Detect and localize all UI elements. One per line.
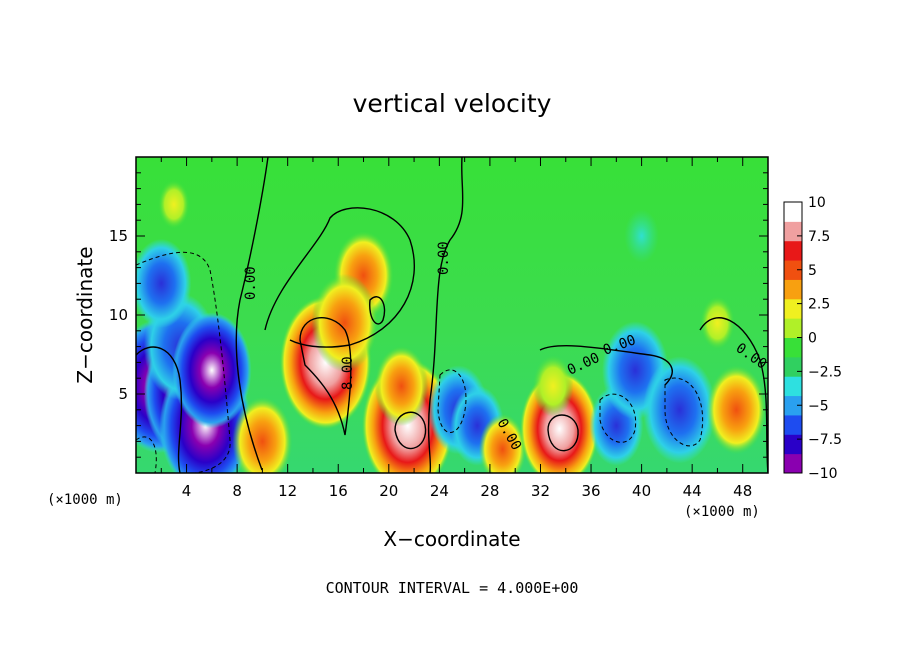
colorbar-swatch xyxy=(784,240,802,261)
x-unit-left: (×1000 m) xyxy=(47,492,123,508)
colorbar-swatch xyxy=(784,453,802,474)
y-tick-label: 15 xyxy=(109,227,128,245)
colorbar-tick-label: −2.5 xyxy=(808,364,842,380)
y-tick-label: 10 xyxy=(109,306,128,324)
x-unit-right: (×1000 m) xyxy=(684,504,760,520)
contour-lines-negative xyxy=(136,251,704,473)
x-tick-label: 48 xyxy=(733,482,752,500)
x-tick-label: 16 xyxy=(329,482,348,500)
contour-label: 8.00 xyxy=(340,356,356,390)
y-axis-ticks: 5 10 15 xyxy=(109,172,768,458)
colorbar-swatch xyxy=(784,395,802,416)
contour-negative-line xyxy=(136,436,157,473)
colorbar-tick-label: 7.5 xyxy=(808,229,830,245)
contour-eight-line xyxy=(394,411,427,450)
contour-zero-line xyxy=(427,157,464,473)
x-axis-label: X−coordinate xyxy=(383,527,520,551)
y-tick-label: 5 xyxy=(118,385,128,403)
colorbar-swatch xyxy=(784,318,802,338)
x-tick-label: 40 xyxy=(632,482,651,500)
x-tick-label: 32 xyxy=(531,482,550,500)
contour-zero-line xyxy=(235,157,269,471)
heatmap-cell xyxy=(158,180,190,229)
heatmap-cells xyxy=(136,180,767,473)
contour-negative-line xyxy=(599,393,637,443)
contour-zero-line xyxy=(136,346,183,473)
contour-negative-line xyxy=(437,369,467,433)
x-tick-label: 12 xyxy=(278,482,297,500)
x-tick-label: 24 xyxy=(430,482,449,500)
heatmap-cell xyxy=(374,346,429,427)
heatmap-cell xyxy=(172,312,252,429)
x-tick-label: 36 xyxy=(581,482,600,500)
heatmap-cell xyxy=(532,355,574,418)
contour-zero-line xyxy=(264,207,415,348)
colorbar-tick-label: 5 xyxy=(808,263,817,279)
heatmap-cell xyxy=(624,209,659,263)
colorbar-swatch xyxy=(784,414,802,435)
colorbar-swatch xyxy=(784,298,802,319)
colorbar-tick-label: −5 xyxy=(808,398,829,414)
colorbar-tick-label: −7.5 xyxy=(808,432,842,448)
heatmap-cell xyxy=(136,238,192,328)
heatmap-cell xyxy=(232,396,293,473)
chart-title: vertical velocity xyxy=(353,89,552,118)
colorbar-tick-label: 0 xyxy=(808,331,817,347)
contour-eight-line xyxy=(299,317,352,436)
contour-lines xyxy=(136,157,768,473)
y-axis-label: Z−coordinate xyxy=(73,246,97,383)
contour-eight-line xyxy=(547,414,579,452)
x-axis-ticks: 4 8 12 16 20 24 28 32 36 40 44 48 xyxy=(160,157,752,500)
colorbar-swatch xyxy=(784,279,802,300)
colorbar-swatch xyxy=(784,337,802,358)
contour-label: 0.00 xyxy=(436,241,452,275)
x-tick-label: 8 xyxy=(232,482,242,500)
heatmap-cell xyxy=(706,365,767,455)
contour-label: 0.00 xyxy=(243,266,259,300)
x-tick-label: 28 xyxy=(480,482,499,500)
colorbar-swatch xyxy=(784,202,802,222)
contour-four-line xyxy=(369,296,386,325)
heatmap-cell xyxy=(700,296,735,350)
colorbar-swatch xyxy=(784,221,802,242)
contour-interval-note: CONTOUR INTERVAL = 4.000E+00 xyxy=(326,579,579,597)
contour-negative-line xyxy=(136,251,231,473)
heatmap-cell xyxy=(643,356,716,464)
contour-zero-line xyxy=(699,317,768,473)
x-tick-label: 20 xyxy=(379,482,398,500)
colorbar-swatches xyxy=(784,202,802,474)
colorbar-tick-label: −10 xyxy=(808,466,838,482)
colorbar-swatch xyxy=(784,434,802,455)
contour-zero-line xyxy=(539,345,673,386)
heatmap-cell xyxy=(478,413,527,473)
contour-negative-line xyxy=(664,377,704,447)
colorbar-tick-label: 10 xyxy=(808,195,826,211)
x-tick-label: 4 xyxy=(182,482,192,500)
x-tick-label: 44 xyxy=(683,482,702,500)
colorbar-ticks: 10 7.5 5 2.5 0 −2.5 −5 −7.5 −10 xyxy=(797,195,842,482)
colorbar-tick-label: 2.5 xyxy=(808,297,830,313)
colorbar-swatch xyxy=(784,260,802,280)
plot-area: 0.00 0.00 0.00 0.00 0.00 0.00 8.00 xyxy=(136,157,768,473)
colorbar: 10 7.5 5 2.5 0 −2.5 −5 −7.5 −10 xyxy=(783,195,842,482)
colorbar-swatch xyxy=(784,356,802,377)
colorbar-swatch xyxy=(784,376,802,397)
